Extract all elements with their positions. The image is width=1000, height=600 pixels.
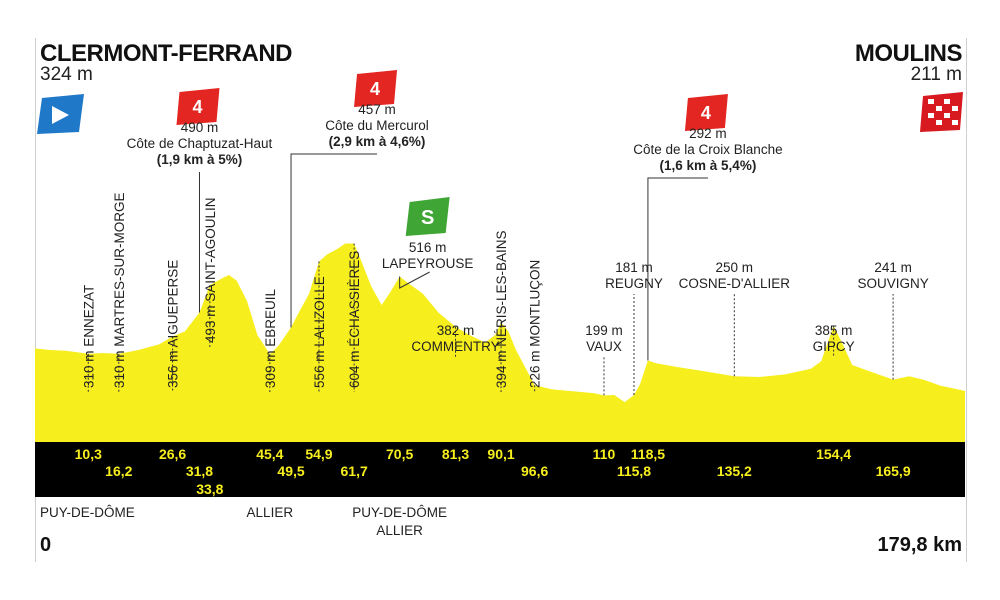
sprint-category: S: [421, 207, 434, 229]
km-label: 90,1: [487, 446, 514, 462]
km-label: 61,7: [341, 463, 368, 479]
profile-area: [35, 243, 965, 442]
km-label: 33,8: [196, 481, 223, 497]
km-label: 165,9: [876, 463, 911, 479]
marker-line: [290, 153, 378, 328]
climb-detail: (1,9 km à 5%): [157, 152, 243, 167]
km-label: 45,4: [256, 446, 283, 462]
place-label: 310 m ENNEZAT: [81, 285, 96, 388]
finish-flag-icon: [920, 92, 963, 132]
marker-line: [647, 177, 708, 361]
place-name: SOUVIGNY: [857, 276, 928, 291]
place-label: 226 m MONTLUÇON: [528, 260, 543, 388]
place-label: 556 m LALIZOLLE: [312, 276, 327, 388]
place-label: 394 m NÉRIS-LES-BAINS: [494, 230, 509, 388]
start-city: CLERMONT-FERRAND: [40, 40, 292, 67]
climb-name: Côte de Chaptuzat-Haut: [127, 136, 273, 151]
climb-altitude: 292 m: [689, 126, 727, 141]
place-name: REUGNY: [605, 276, 663, 291]
place-altitude: 199 m: [585, 323, 623, 338]
climb-name: Côte de la Croix Blanche: [633, 142, 782, 157]
start-altitude: 324 m: [40, 64, 93, 85]
climb-category: 4: [192, 97, 202, 117]
place-label: 309 m EBREUIL: [263, 288, 278, 388]
km-label: 49,5: [277, 463, 304, 479]
km-label: 10,3: [75, 446, 102, 462]
climb-altitude: 457 m: [358, 102, 396, 117]
finish-altitude: 211 m: [910, 64, 962, 85]
km-band: [35, 442, 965, 497]
place-altitude: 385 m: [815, 323, 853, 338]
profile-frame: [35, 38, 967, 562]
finish-city: MOULINS: [854, 40, 963, 67]
climb-category-icon: [176, 88, 220, 125]
place-altitude: 241 m: [874, 260, 912, 275]
place-name: VAUX: [586, 339, 622, 354]
km-label: 16,2: [105, 463, 132, 479]
km-label: 118,5: [631, 446, 665, 462]
km-label: 26,6: [159, 446, 186, 462]
sprint-icon: [405, 197, 450, 236]
marker-line: [399, 271, 430, 289]
department-label: ALLIER: [247, 505, 294, 520]
km-label: 96,6: [521, 463, 548, 479]
km-label: 70,5: [386, 446, 413, 462]
km-label: 81,3: [442, 446, 469, 462]
sprint-altitude: 516 m: [409, 240, 447, 255]
climb-category: 4: [370, 79, 380, 99]
place-label: 604 m ÉCHASSIÈRES: [347, 251, 362, 388]
km-label: 54,9: [305, 446, 332, 462]
department-label: ALLIER: [376, 523, 423, 538]
place-altitude: 181 m: [615, 260, 653, 275]
climb-name: Côte du Mercurol: [325, 118, 429, 133]
place-altitude: 250 m: [716, 260, 754, 275]
km-label: 154,4: [816, 446, 851, 462]
place-label: 493 m SAINT-AGOULIN: [203, 197, 218, 343]
climb-category-icon: [354, 70, 398, 107]
climb-category-icon: [684, 94, 728, 131]
place-altitude: 382 m: [437, 323, 475, 338]
place-name: COMMENTRY: [411, 339, 499, 354]
climb-altitude: 490 m: [181, 120, 219, 135]
place-label: 356 m AIGUEPERSE: [166, 260, 181, 388]
km-label: 31,8: [186, 463, 213, 479]
place-label: 310 m MARTRES-SUR-MORGE: [112, 192, 127, 388]
climb-detail: (1,6 km à 5,4%): [660, 158, 757, 173]
place-name: COSNE-D'ALLIER: [679, 276, 791, 291]
climb-detail: (2,9 km à 4,6%): [329, 134, 426, 149]
finish-km: 179,8 km: [877, 534, 962, 556]
sprint-name: LAPEYROUSE: [382, 256, 474, 271]
km-label: 135,2: [717, 463, 752, 479]
km-label: 110: [593, 446, 616, 462]
department-label: PUY-DE-DÔME: [352, 505, 447, 520]
place-name: GIPCY: [813, 339, 855, 354]
start-flag-icon: [37, 94, 84, 134]
climb-category: 4: [701, 103, 711, 123]
start-km: 0: [40, 534, 52, 556]
km-label: 115,8: [617, 463, 651, 479]
department-label: PUY-DE-DÔME: [40, 505, 135, 520]
